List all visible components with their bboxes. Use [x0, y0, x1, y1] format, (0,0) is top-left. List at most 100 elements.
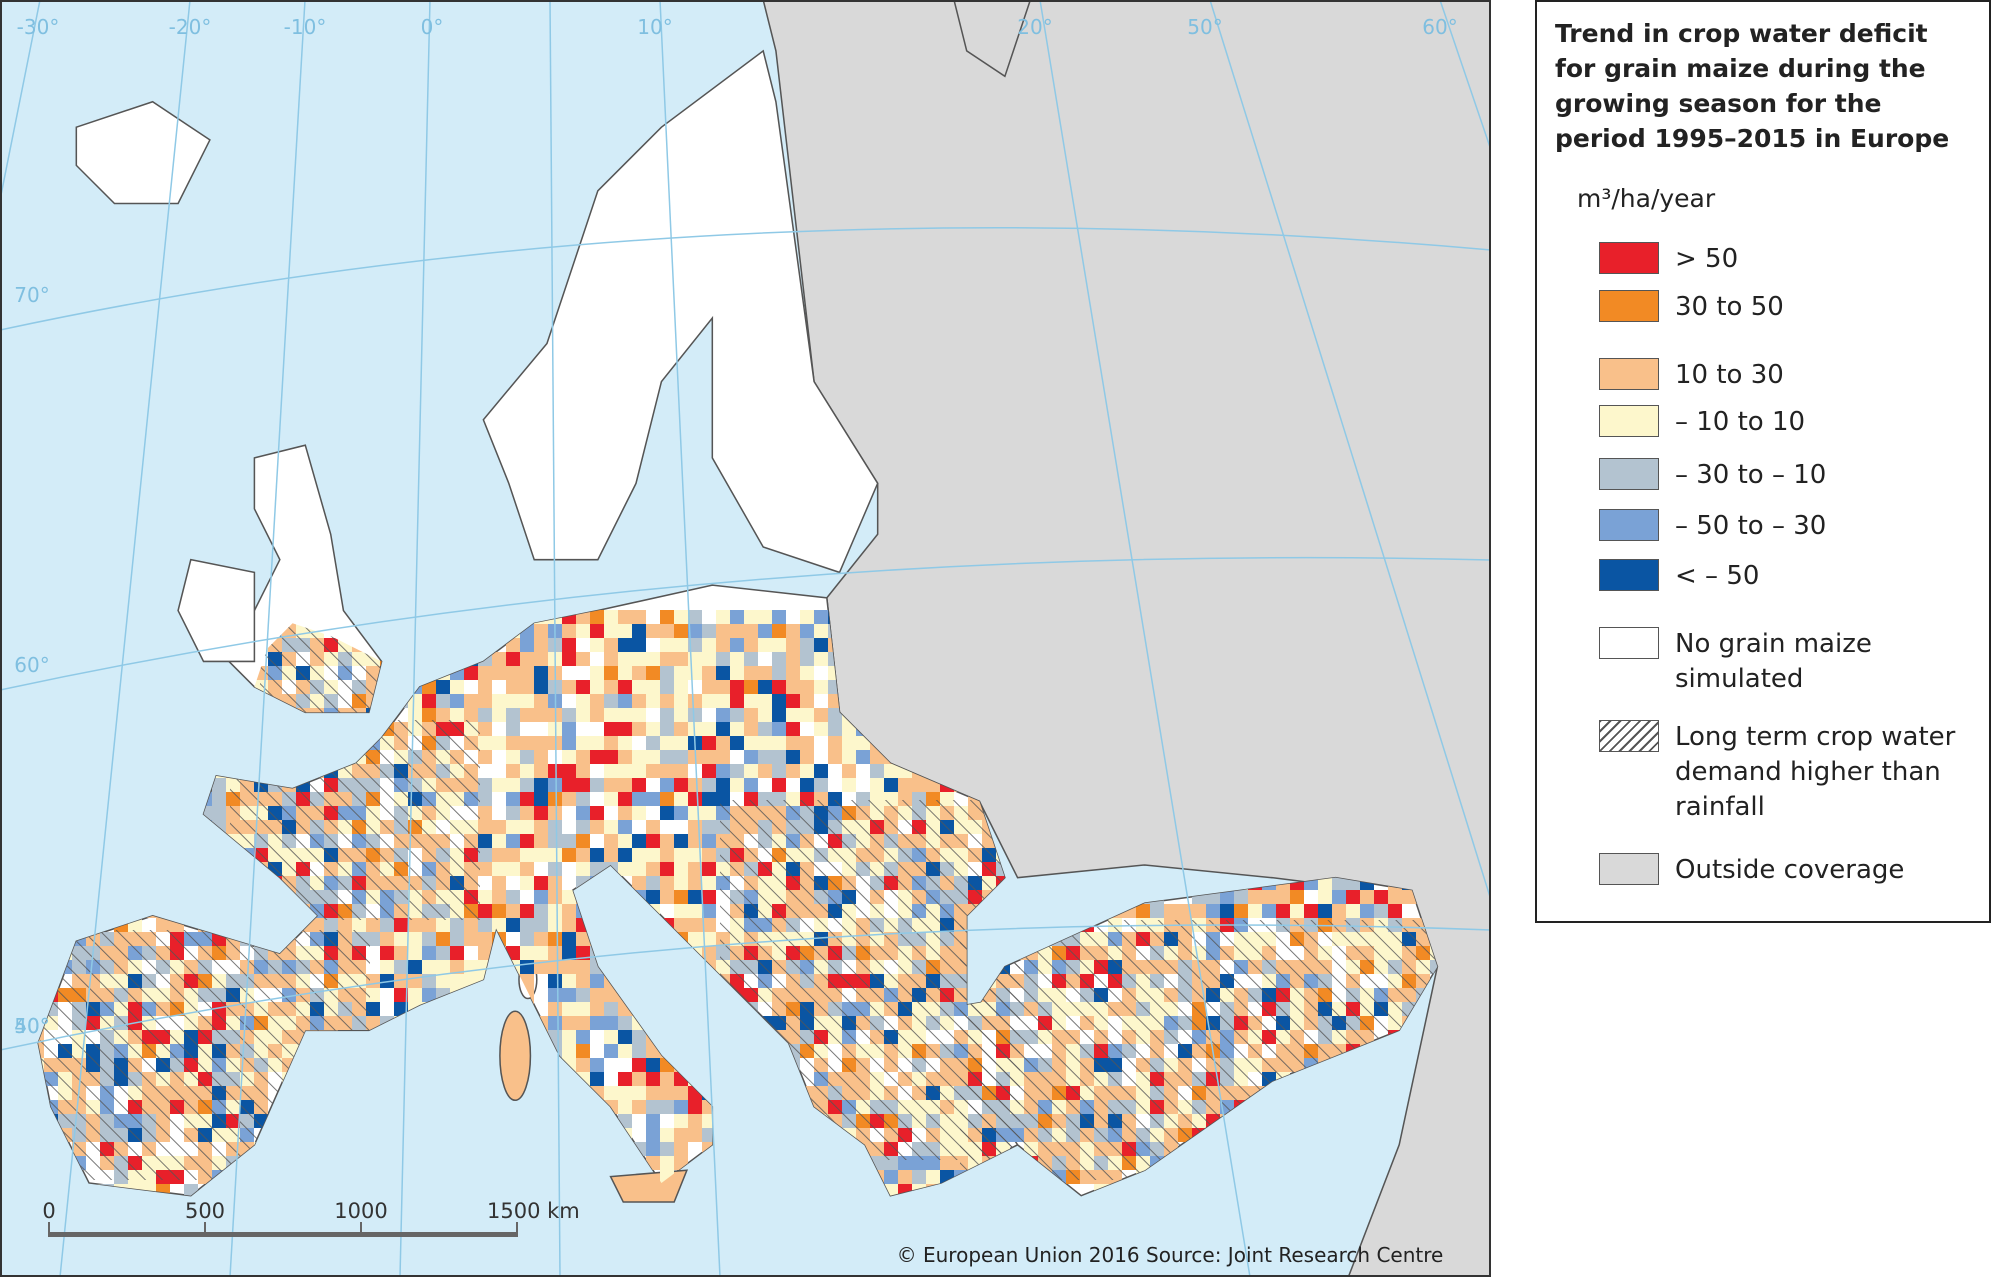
- raster-cell: [660, 694, 674, 708]
- raster-cell: [660, 680, 674, 694]
- raster-cell: [464, 666, 478, 680]
- raster-cell: [1164, 904, 1178, 918]
- raster-cell: [212, 806, 226, 820]
- raster-cell: [478, 806, 492, 820]
- raster-cell: [814, 764, 828, 778]
- raster-cell: [534, 764, 548, 778]
- swatch: [1599, 509, 1659, 541]
- legend-label: Long term crop water demand higher than …: [1675, 722, 1956, 822]
- raster-cell: [506, 778, 520, 792]
- raster-cell: [786, 750, 800, 764]
- raster-cell: [618, 1016, 632, 1030]
- raster-cell: [660, 722, 674, 736]
- raster-cell: [450, 918, 464, 932]
- raster-cell: [646, 834, 660, 848]
- raster-cell: [884, 1170, 898, 1184]
- raster-cell: [506, 708, 520, 722]
- raster-cell: [814, 778, 828, 792]
- raster-cell: [1374, 890, 1388, 904]
- raster-cell: [562, 946, 576, 960]
- raster-cell: [1234, 904, 1248, 918]
- raster-cell: [394, 960, 408, 974]
- raster-cell: [604, 736, 618, 750]
- raster-cell: [758, 736, 772, 750]
- raster-cell: [506, 722, 520, 736]
- raster-cell: [730, 666, 744, 680]
- graticule-label: 70°: [14, 283, 49, 307]
- raster-cell: [646, 820, 660, 834]
- legend-item: Long term crop water demand higher than …: [1599, 720, 1979, 825]
- raster-cell: [548, 946, 562, 960]
- raster-cell: [576, 708, 590, 722]
- raster-cell: [394, 974, 408, 988]
- raster-cell: [744, 736, 758, 750]
- raster-cell: [688, 862, 702, 876]
- raster-cell: [870, 750, 884, 764]
- legend-item: – 50 to – 30: [1599, 509, 1979, 544]
- raster-cell: [1346, 890, 1360, 904]
- raster-cell: [604, 1044, 618, 1058]
- raster-cell: [786, 708, 800, 722]
- raster-cell: [674, 736, 688, 750]
- legend-label: – 30 to – 10: [1675, 460, 1827, 490]
- raster-cell: [604, 624, 618, 638]
- raster-cell: [604, 1086, 618, 1100]
- raster-cell: [380, 960, 394, 974]
- raster-cell: [800, 680, 814, 694]
- raster-cell: [800, 750, 814, 764]
- raster-cell: [618, 638, 632, 652]
- raster-cell: [772, 666, 786, 680]
- swatch: [1599, 720, 1659, 752]
- raster-cell: [352, 918, 366, 932]
- raster-cell: [674, 708, 688, 722]
- raster-cell: [660, 890, 674, 904]
- raster-cell: [576, 778, 590, 792]
- raster-cell: [660, 778, 674, 792]
- raster-cell: [618, 722, 632, 736]
- raster-cell: [534, 652, 548, 666]
- raster-cell: [450, 946, 464, 960]
- raster-cell: [436, 974, 450, 988]
- raster-cell: [534, 820, 548, 834]
- raster-cell: [394, 932, 408, 946]
- raster-cell: [576, 750, 590, 764]
- raster-cell: [506, 890, 520, 904]
- raster-cell: [1262, 904, 1276, 918]
- raster-cell: [786, 652, 800, 666]
- raster-cell: [310, 918, 324, 932]
- raster-cell: [674, 904, 688, 918]
- raster-cell: [674, 764, 688, 778]
- raster-cell: [730, 610, 744, 624]
- raster-cell: [604, 750, 618, 764]
- graticule-label: 60°: [14, 653, 49, 677]
- raster-cell: [548, 862, 562, 876]
- raster-cell: [632, 694, 646, 708]
- raster-cell: [548, 890, 562, 904]
- raster-cell: [520, 862, 534, 876]
- raster-cell: [646, 666, 660, 680]
- raster-cell: [576, 1016, 590, 1030]
- raster-cell: [394, 1002, 408, 1016]
- raster-cell: [646, 1100, 660, 1114]
- raster-cell: [702, 834, 716, 848]
- scale-label: 1000: [334, 1199, 387, 1223]
- raster-cell: [828, 722, 842, 736]
- raster-cell: [660, 862, 674, 876]
- raster-cell: [632, 722, 646, 736]
- raster-cell: [800, 778, 814, 792]
- raster-cell: [800, 694, 814, 708]
- graticule-label: -30°: [17, 15, 60, 39]
- raster-cell: [576, 652, 590, 666]
- raster-cell: [646, 890, 660, 904]
- raster-cell: [618, 694, 632, 708]
- raster-cell: [618, 1044, 632, 1058]
- raster-cell: [534, 932, 548, 946]
- raster-cell: [478, 820, 492, 834]
- raster-cell: [688, 694, 702, 708]
- raster-cell: [674, 806, 688, 820]
- raster-cell: [534, 890, 548, 904]
- legend-label: – 50 to – 30: [1675, 511, 1827, 541]
- raster-cell: [562, 750, 576, 764]
- raster-cell: [716, 764, 730, 778]
- raster-cell: [562, 624, 576, 638]
